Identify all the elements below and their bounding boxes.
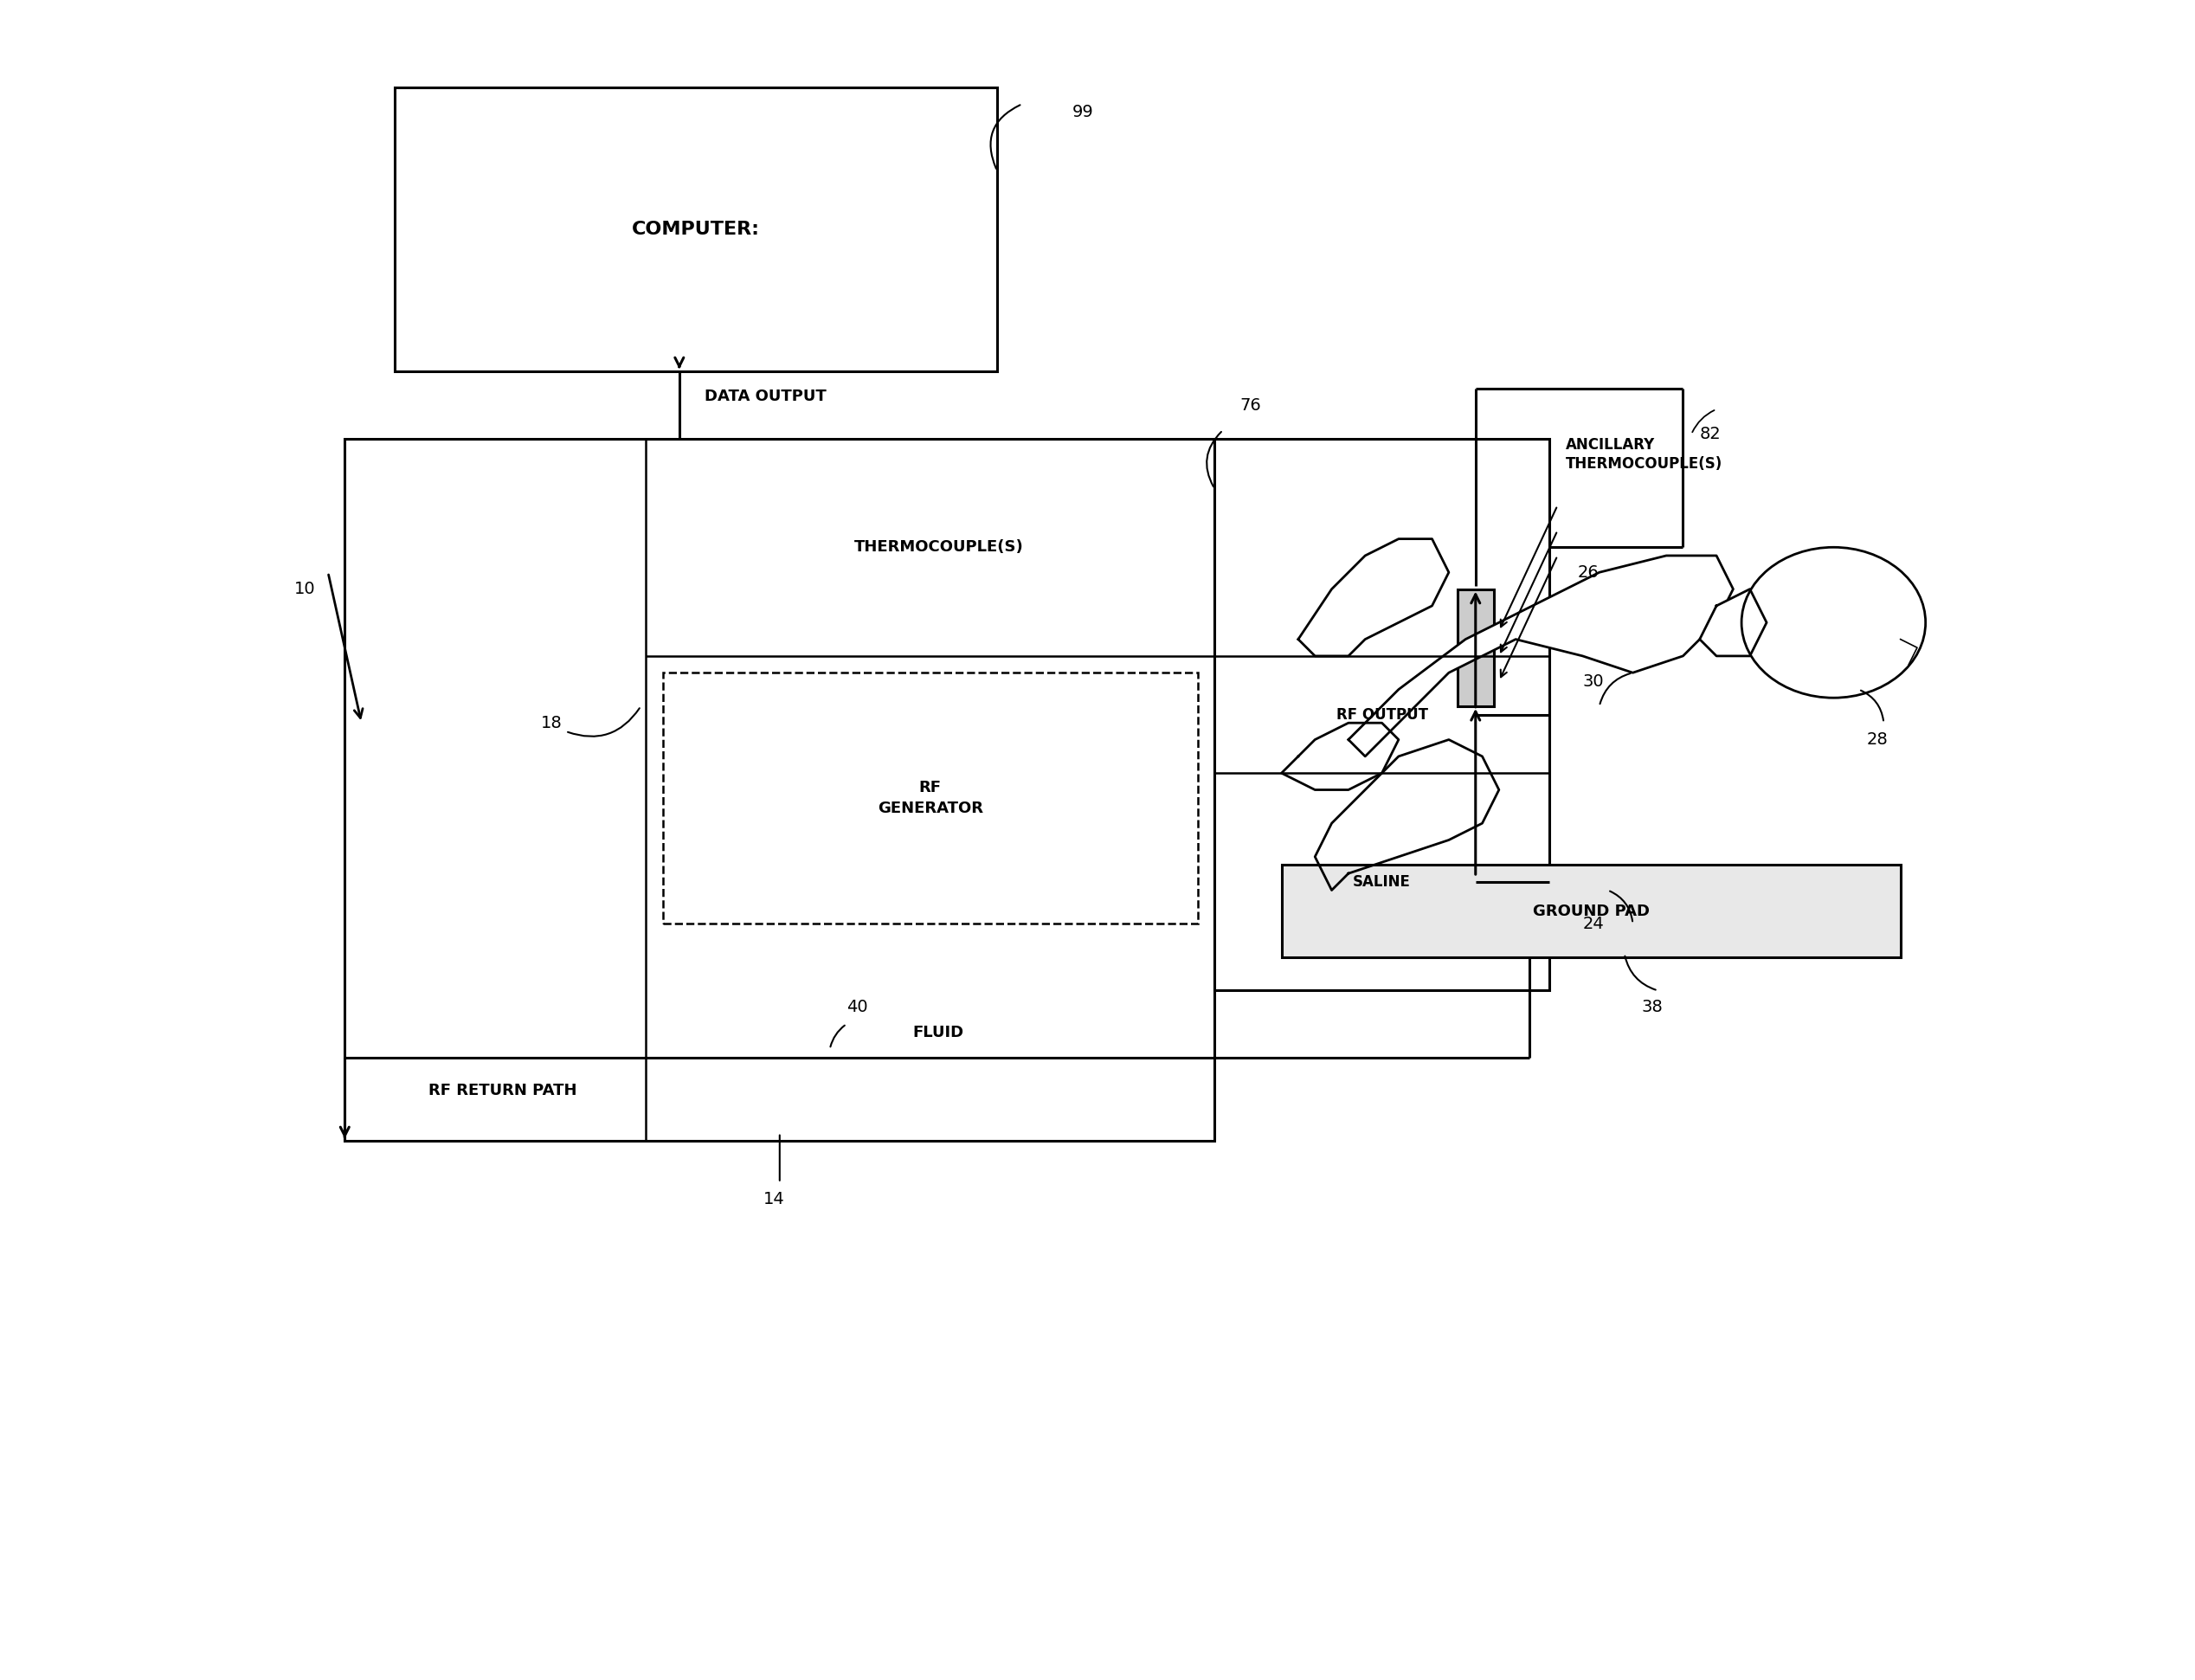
Text: 82: 82 — [1699, 427, 1721, 442]
Text: 28: 28 — [1868, 731, 1888, 748]
Text: 76: 76 — [1240, 396, 1262, 413]
Polygon shape — [1282, 722, 1398, 790]
Text: THERMOCOUPLE(S): THERMOCOUPLE(S) — [854, 539, 1023, 554]
Text: ANCILLARY
THERMOCOUPLE(S): ANCILLARY THERMOCOUPLE(S) — [1565, 437, 1723, 472]
Polygon shape — [1699, 590, 1767, 655]
Text: 40: 40 — [847, 1000, 867, 1016]
Polygon shape — [1348, 556, 1734, 756]
Text: 18: 18 — [540, 714, 562, 731]
Text: 26: 26 — [1578, 564, 1598, 581]
Bar — [395, 87, 997, 371]
Ellipse shape — [1741, 548, 1925, 697]
Text: 10: 10 — [294, 581, 316, 598]
Text: GROUND PAD: GROUND PAD — [1532, 904, 1648, 919]
Text: FLUID: FLUID — [913, 1025, 964, 1040]
Text: RF RETURN PATH: RF RETURN PATH — [428, 1082, 577, 1099]
Polygon shape — [1297, 539, 1449, 655]
Bar — [345, 438, 1214, 1141]
Bar — [1214, 438, 1550, 991]
Bar — [1457, 590, 1495, 706]
Text: 24: 24 — [1583, 916, 1605, 932]
Bar — [663, 672, 1198, 924]
Text: COMPUTER:: COMPUTER: — [632, 220, 759, 239]
Text: 14: 14 — [764, 1191, 784, 1208]
Text: RF
GENERATOR: RF GENERATOR — [878, 780, 983, 816]
Polygon shape — [1315, 739, 1499, 890]
Bar — [1282, 865, 1901, 958]
Text: 38: 38 — [1642, 1000, 1662, 1015]
Text: DATA OUTPUT: DATA OUTPUT — [705, 390, 825, 405]
Text: RF OUTPUT: RF OUTPUT — [1337, 707, 1427, 722]
Text: 30: 30 — [1583, 674, 1605, 689]
Text: 99: 99 — [1073, 104, 1093, 121]
Text: SALINE: SALINE — [1352, 874, 1411, 890]
